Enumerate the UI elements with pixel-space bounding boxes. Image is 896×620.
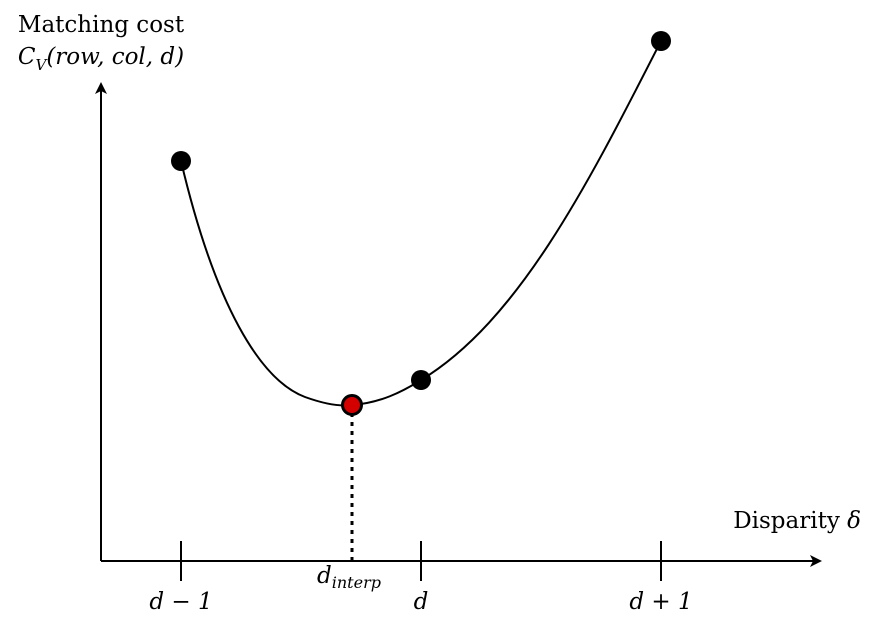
cost-point-d-minus-1 [171,151,191,171]
interp-label-subscript: interp [332,573,381,592]
tick-label-d-plus-1: d + 1 [629,589,692,615]
cost-point-d [411,370,431,390]
tick-label-d: d [414,589,429,615]
y-axis-label-line1: Matching cost [18,12,185,38]
interp-minimum-point [341,394,363,416]
y-axis-label-formula: CV(row, col, d) [18,44,184,74]
cost-curve [180,40,662,407]
x-axis-label: Disparity δ [733,508,861,534]
tick-label-d-minus-1: d − 1 [149,589,212,615]
cost-point-d-plus-1 [651,31,671,51]
y-axis-label-subscript: V [35,56,48,74]
interp-label: dinterp [317,563,381,592]
